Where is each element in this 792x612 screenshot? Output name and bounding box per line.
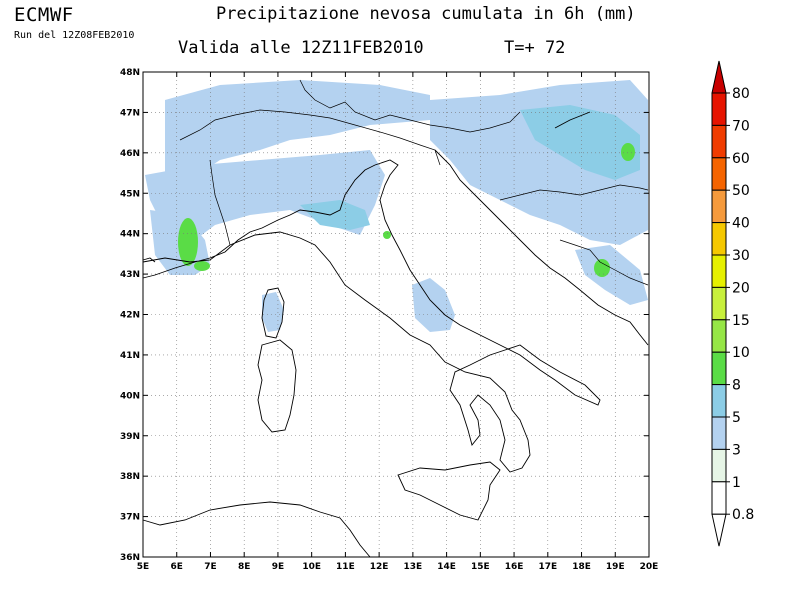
- lat-label-47N: 47N: [120, 108, 140, 118]
- colorbar-label-0.8: 0.8: [732, 507, 754, 523]
- border-montenegro: [559, 239, 649, 286]
- lon-label-8E: 8E: [238, 562, 250, 572]
- snow-peak-montenegro: [594, 259, 610, 277]
- lat-label-37N: 37N: [120, 513, 140, 523]
- forecast-step-label: T=+ 72: [504, 38, 566, 58]
- lon-label-13E: 13E: [404, 562, 423, 572]
- lon-label-19E: 19E: [606, 562, 625, 572]
- lon-label-20E: 20E: [640, 562, 659, 572]
- lat-label-40N: 40N: [120, 391, 140, 401]
- lon-label-11E: 11E: [336, 562, 355, 572]
- lake-balaton: [554, 111, 591, 129]
- lon-label-10E: 10E: [302, 562, 321, 572]
- longitude-labels: 5E 6E 7E 8E 9E 10E 11E 12E 13E 14E 15E 16E 17E 18E 19E…: [137, 72, 659, 572]
- lat-label-41N: 41N: [120, 351, 140, 361]
- colorbar-box-8: [711, 351, 727, 386]
- colorbar-arrow-top: [711, 60, 727, 94]
- colorbar-label-80: 80: [732, 86, 750, 102]
- lat-label-43N: 43N: [120, 270, 140, 280]
- colorbar-label-30: 30: [732, 248, 750, 264]
- lon-label-7E: 7E: [204, 562, 216, 572]
- lat-label-46N: 46N: [120, 149, 140, 159]
- lat-label-42N: 42N: [120, 311, 140, 321]
- coast-sardinia: [257, 339, 297, 433]
- latitude-labels: 48N 47N 46N 45N 44N 43N 42N 41N 40N 39N 38N 37N 36N: [120, 68, 649, 563]
- lat-label-45N: 45N: [120, 189, 140, 199]
- colorbar: 80 70 60 50 40 30 20 15 10 8 5 3 1 0.8: [711, 60, 754, 547]
- lat-label-36N: 36N: [120, 553, 140, 563]
- snow-region-north: [165, 80, 430, 185]
- grid-lines: [143, 72, 649, 557]
- coast-sicily: [397, 461, 501, 521]
- colorbar-label-70: 70: [732, 118, 750, 134]
- colorbar-box-70: [711, 92, 727, 126]
- colorbar-label-20: 20: [732, 280, 750, 296]
- snow-peak-apennines: [383, 231, 391, 239]
- lon-label-9E: 9E: [272, 562, 284, 572]
- brand-label: ECMWF: [14, 4, 74, 26]
- colorbar-box-30: [711, 222, 727, 256]
- lat-label-38N: 38N: [120, 472, 140, 482]
- lon-label-12E: 12E: [370, 562, 389, 572]
- snow-region-alps-core: [300, 200, 370, 230]
- snow-region-east-core: [520, 105, 640, 180]
- coast-gulf-of-lion: [142, 257, 156, 263]
- snow-region-corsica: [262, 292, 284, 332]
- colorbar-box-1: [711, 448, 727, 483]
- colorbar-label-8: 8: [732, 378, 741, 394]
- colorbar-box-10: [711, 319, 727, 353]
- colorbar-label-60: 60: [732, 151, 750, 167]
- colorbar-arrow-bottom: [711, 513, 727, 547]
- lat-label-39N: 39N: [120, 432, 140, 442]
- colorbar-box-15: [711, 286, 727, 321]
- lon-label-17E: 17E: [538, 562, 557, 572]
- lon-label-14E: 14E: [437, 562, 456, 572]
- lon-label-5E: 5E: [137, 562, 149, 572]
- border-north-lakes: [299, 79, 521, 133]
- lon-label-6E: 6E: [171, 562, 183, 572]
- colorbar-box-50: [711, 157, 727, 191]
- snow-peak-serbia: [621, 143, 635, 161]
- snow-region-adriatic-south: [575, 245, 648, 305]
- lat-label-44N: 44N: [120, 230, 140, 240]
- colorbar-box-60: [711, 124, 727, 159]
- border-balkans: [499, 184, 649, 201]
- colorbar-label-50: 50: [732, 183, 750, 199]
- snow-peak-maritime-alps: [178, 218, 198, 266]
- colorbar-box-0.8: [711, 481, 727, 515]
- colorbar-box-20: [711, 254, 727, 288]
- border-alps: [179, 109, 441, 166]
- map-title: Precipitazione nevosa cumulata in 6h (mm…: [216, 4, 636, 24]
- colorbar-box-40: [711, 189, 727, 224]
- lon-label-18E: 18E: [572, 562, 591, 572]
- run-label: Run del 12Z08FEB2010: [14, 30, 135, 41]
- colorbar-label-10: 10: [732, 345, 750, 361]
- colorbar-label-3: 3: [732, 442, 741, 458]
- colorbar-label-40: 40: [732, 216, 750, 232]
- coast-italy-peninsula: [142, 159, 601, 473]
- snow-region-central: [412, 278, 455, 332]
- colorbar-label-1: 1: [732, 475, 741, 491]
- valid-time-label: Valida alle 12Z11FEB2010: [178, 38, 424, 58]
- colorbar-box-5: [711, 384, 727, 418]
- coast-corsica: [261, 287, 285, 339]
- colorbar-label-15: 15: [732, 313, 750, 329]
- snow-peak-ligurian: [194, 261, 210, 271]
- lon-label-15E: 15E: [471, 562, 490, 572]
- colorbar-box-3: [711, 416, 727, 450]
- coast-africa: [142, 501, 371, 558]
- lat-label-48N: 48N: [120, 68, 140, 78]
- colorbar-label-5: 5: [732, 410, 741, 426]
- coastlines: [142, 79, 649, 558]
- snowfall-field: [145, 80, 648, 332]
- border-france-italy: [209, 159, 231, 246]
- coast-adriatic-east: [434, 149, 649, 346]
- lon-label-16E: 16E: [505, 562, 524, 572]
